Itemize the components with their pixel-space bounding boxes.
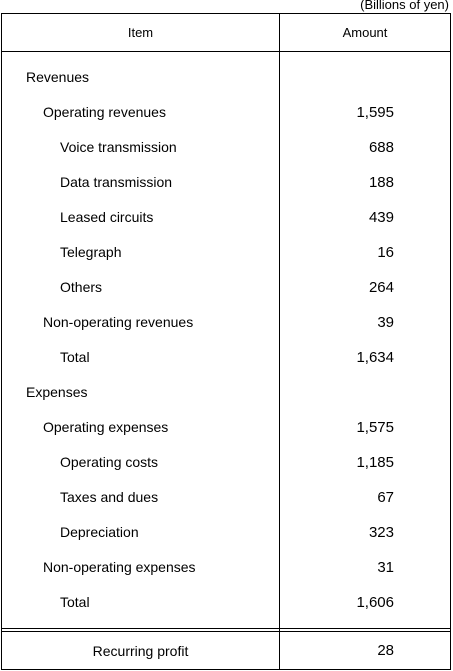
table-row: Operating expenses 1,575 — [2, 410, 450, 445]
row-amount: 1,606 — [356, 594, 394, 611]
row-label: Telegraph — [60, 244, 122, 260]
column-divider — [279, 14, 280, 669]
row-label: Non-operating revenues — [43, 314, 194, 330]
row-amount: 1,575 — [356, 419, 394, 436]
unit-note: (Billions of yen) — [360, 0, 449, 12]
recurring-profit-value: 28 — [377, 642, 394, 659]
table-row: Data transmission 188 — [2, 165, 450, 200]
row-amount: 1,634 — [356, 349, 394, 366]
row-label: Leased circuits — [60, 209, 154, 225]
table-row: Total 1,634 — [2, 340, 450, 375]
row-amount: 688 — [368, 139, 394, 156]
row-label: Others — [60, 279, 103, 295]
row-label: Total — [60, 594, 90, 610]
recurring-profit-label: Recurring profit — [92, 643, 189, 659]
row-amount: 39 — [377, 314, 394, 331]
row-label: Depreciation — [60, 524, 139, 540]
row-label: Revenues — [26, 69, 90, 85]
header-amount: Amount — [342, 25, 388, 40]
table-row: Non-operating revenues 39 — [2, 305, 450, 340]
table-row: Telegraph 16 — [2, 235, 450, 270]
header-divider — [2, 51, 450, 52]
row-amount: 188 — [368, 174, 394, 191]
row-label: Total — [60, 349, 90, 365]
row-label: Voice transmission — [60, 139, 177, 155]
row-amount: 16 — [377, 244, 394, 261]
row-label: Operating costs — [60, 454, 159, 470]
row-amount: 31 — [377, 559, 394, 576]
row-amount: 264 — [368, 279, 394, 296]
footer-divider-top — [2, 628, 450, 629]
table-row: Non-operating expenses 31 — [2, 550, 450, 585]
row-amount: 323 — [368, 524, 394, 541]
row-label: Operating expenses — [43, 419, 169, 435]
table-row: Revenues — [2, 60, 450, 95]
table-row: Taxes and dues 67 — [2, 480, 450, 515]
header-item: Item — [127, 25, 154, 40]
row-label: Operating revenues — [43, 104, 166, 120]
footer-divider-bottom — [2, 631, 450, 632]
table-row: Others 264 — [2, 270, 450, 305]
table-row: Operating costs 1,185 — [2, 445, 450, 480]
row-amount: 439 — [368, 209, 394, 226]
table-row: Expenses — [2, 375, 450, 410]
table-row: Operating revenues 1,595 — [2, 95, 450, 130]
table-row: Voice transmission 688 — [2, 130, 450, 165]
row-amount: 67 — [377, 489, 394, 506]
row-amount: 1,185 — [356, 454, 394, 471]
row-amount: 1,595 — [356, 104, 394, 121]
table-row: Leased circuits 439 — [2, 200, 450, 235]
row-label: Expenses — [26, 384, 88, 400]
table-row: Total 1,606 — [2, 585, 450, 620]
row-label: Data transmission — [60, 174, 173, 190]
table-row: Depreciation 323 — [2, 515, 450, 550]
row-label: Non-operating expenses — [43, 559, 196, 575]
financial-table: Item Amount Revenues Operating revenues 1,… — [1, 13, 451, 670]
row-label: Taxes and dues — [60, 489, 159, 505]
